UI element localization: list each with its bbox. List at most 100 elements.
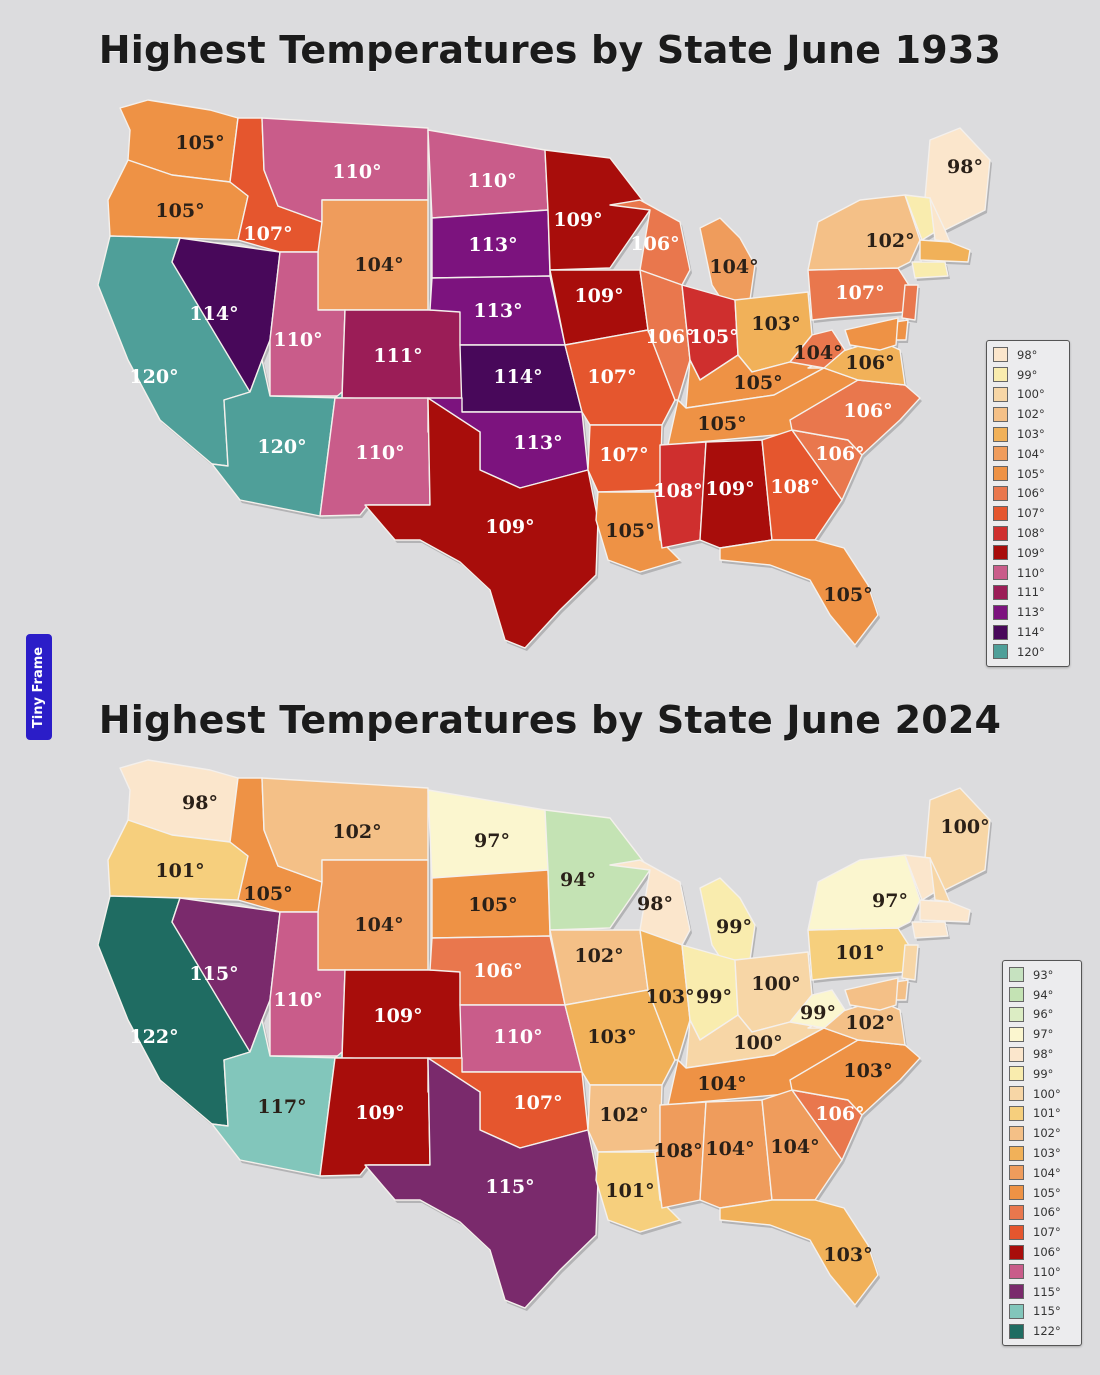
- legend-swatch: [1009, 1145, 1024, 1161]
- legend-swatch: [1009, 1244, 1024, 1260]
- legend-swatch: [1009, 1323, 1024, 1339]
- state-mn: [544, 149, 651, 271]
- legend-item: 109°: [993, 543, 1063, 563]
- state-ma: [919, 239, 971, 263]
- legend-label: 100°: [1033, 1086, 1061, 1101]
- legend-swatch: [1009, 1264, 1024, 1280]
- state-label-mi: 104°: [709, 256, 758, 278]
- us-map-1933: 105° 105° 120° 114° 107° 110° 104° 110° 111° 120°…: [97, 99, 992, 651]
- legend-label: 108°: [1017, 526, 1045, 541]
- legend-swatch: [993, 466, 1008, 482]
- legend-item: 103°: [1009, 1143, 1075, 1163]
- state-ga: [761, 1089, 843, 1201]
- legend-label: 102°: [1017, 407, 1045, 422]
- state-label-nv: 115°: [189, 963, 238, 985]
- state-label-ut: 110°: [273, 989, 322, 1011]
- legend-swatch: [993, 485, 1008, 501]
- state-label-ia: 109°: [574, 285, 623, 307]
- state-label-pa: 107°: [835, 282, 884, 304]
- legend-label: 102°: [1033, 1126, 1061, 1141]
- legend-swatch: [993, 426, 1008, 442]
- state-label-wv: 104°: [793, 342, 842, 364]
- legend-swatch: [993, 644, 1008, 660]
- state-label-wy: 104°: [354, 914, 403, 936]
- legend-item: 98°: [993, 345, 1063, 365]
- state-label-ne: 113°: [473, 300, 522, 322]
- legend-swatch: [993, 367, 1008, 383]
- state-label-mt: 102°: [332, 821, 381, 843]
- legend-label: 96°: [1033, 1007, 1054, 1022]
- legend-2024: 93° 94° 96° 97° 98° 99° 100° 101° 102° 103° 104° 10…: [1002, 960, 1082, 1347]
- state-label-ok: 107°: [513, 1092, 562, 1114]
- us-map-2024: 98° 101° 122° 115° 105° 102° 104° 110° 109° 117° 1…: [97, 759, 992, 1311]
- legend-item: 100°: [1009, 1084, 1075, 1104]
- state-label-ms: 108°: [653, 480, 702, 502]
- state-label-ky: 105°: [733, 372, 782, 394]
- state-label-mi: 99°: [716, 916, 752, 938]
- legend-swatch: [1009, 1026, 1024, 1042]
- state-va: [807, 999, 906, 1046]
- legend-label: 105°: [1033, 1185, 1061, 1200]
- legend-item: 103°: [993, 424, 1063, 444]
- state-tx: [364, 397, 599, 649]
- state-label-ga: 108°: [770, 476, 819, 498]
- legend-label: 110°: [1017, 565, 1045, 580]
- state-label-wi: 106°: [630, 233, 679, 255]
- state-label-nd: 110°: [467, 170, 516, 192]
- state-label-va: 106°: [845, 352, 894, 374]
- state-label-ar: 102°: [599, 1104, 648, 1126]
- state-label-ne_reg: 98°: [947, 156, 983, 178]
- legend-label: 104°: [1033, 1165, 1061, 1180]
- state-label-mo: 107°: [587, 366, 636, 388]
- legend-swatch: [1009, 1105, 1024, 1121]
- legend-swatch: [1009, 1284, 1024, 1300]
- state-label-ar: 107°: [599, 444, 648, 466]
- state-wi: [609, 199, 691, 286]
- states-group: 98° 101° 122° 115° 105° 102° 104° 110° 109° 117° 1…: [97, 759, 992, 1311]
- state-label-wi: 98°: [637, 893, 673, 915]
- state-wv: [789, 989, 846, 1029]
- legend-label: 113°: [1017, 605, 1045, 620]
- legend-swatch: [993, 505, 1008, 521]
- state-label-ks: 110°: [493, 1026, 542, 1048]
- state-mn: [544, 809, 651, 931]
- legend-swatch: [1009, 1046, 1024, 1062]
- state-label-fl: 105°: [823, 584, 872, 606]
- state-label-ne_reg: 100°: [940, 816, 989, 838]
- legend-swatch: [1009, 1185, 1024, 1201]
- legend-label: 106°: [1033, 1205, 1061, 1220]
- legend-label: 98°: [1017, 347, 1038, 362]
- legend-label: 115°: [1033, 1304, 1061, 1319]
- state-label-sd: 113°: [468, 234, 517, 256]
- legend-item: 115°: [1009, 1302, 1075, 1322]
- state-label-ne: 106°: [473, 960, 522, 982]
- legend-item: 94°: [1009, 985, 1075, 1005]
- state-ct: [911, 261, 949, 279]
- state-fl: [719, 539, 879, 646]
- state-label-tn: 105°: [697, 413, 746, 435]
- state-label-wy: 104°: [354, 254, 403, 276]
- state-ny: [807, 854, 921, 931]
- legend-swatch: [993, 624, 1008, 640]
- legend-item: 97°: [1009, 1024, 1075, 1044]
- legend-item: 104°: [993, 444, 1063, 464]
- state-nj: [901, 944, 919, 981]
- state-label-tx: 115°: [485, 1176, 534, 1198]
- state-label-in: 105°: [689, 326, 738, 348]
- state-label-or: 105°: [155, 200, 204, 222]
- legend-item: 108°: [993, 523, 1063, 543]
- map-title-1933: Highest Temperatures by State June 1933: [98, 28, 1002, 72]
- legend-item: 113°: [993, 602, 1063, 622]
- state-wv: [789, 329, 846, 369]
- legend-swatch: [1009, 1006, 1024, 1022]
- state-az: [211, 359, 343, 517]
- legend-label: 105°: [1017, 466, 1045, 481]
- state-label-ia: 102°: [574, 945, 623, 967]
- state-label-al: 104°: [705, 1138, 754, 1160]
- state-label-co: 109°: [373, 1005, 422, 1027]
- state-ar: [587, 424, 663, 493]
- state-label-pa: 101°: [835, 942, 884, 964]
- legend-item: 106°: [1009, 1203, 1075, 1223]
- legend-item: 110°: [993, 563, 1063, 583]
- state-wi: [609, 859, 691, 946]
